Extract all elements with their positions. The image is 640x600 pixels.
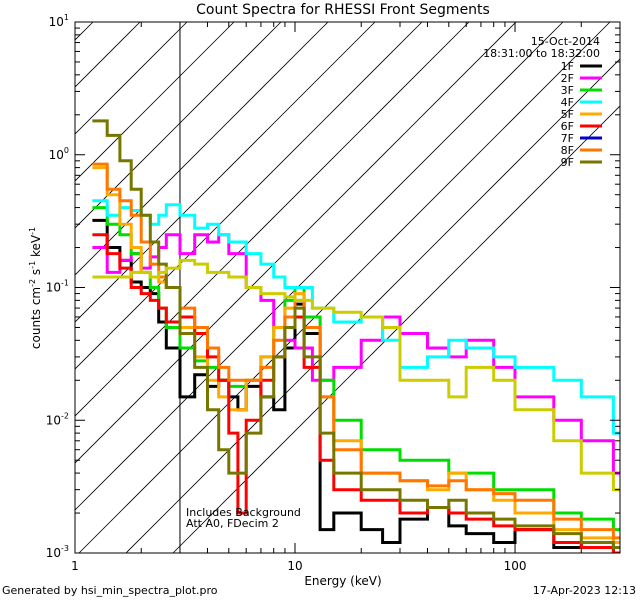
- time-range-label: 18:31:00 to 18:32:00: [483, 47, 600, 60]
- series-line-yellow-trace: [92, 258, 620, 492]
- hatch-line: [75, 22, 470, 417]
- generated-by-label: Generated by hsi_min_spectra_plot.pro: [2, 584, 218, 597]
- y-tick-exponent: 1: [64, 13, 69, 22]
- legend-label-7f: 7F: [561, 132, 574, 145]
- hatch-line: [78, 22, 611, 553]
- series-line-6f: [92, 233, 620, 553]
- legend-label-2f: 2F: [561, 72, 574, 85]
- y-tick-label: 101: [49, 13, 69, 29]
- y-tick-exponent: -1: [61, 279, 69, 288]
- attenuator-note: Att A0, FDecim 2: [186, 517, 279, 530]
- hatch-line: [75, 22, 235, 182]
- date-label: 15-Oct-2014: [531, 35, 600, 48]
- y-tick-base: 10: [49, 148, 64, 162]
- hatch-line: [75, 22, 188, 135]
- legend-label-1f: 1F: [561, 60, 574, 73]
- y-tick-label: 10-3: [46, 544, 69, 560]
- legend-label-8f: 8F: [561, 144, 574, 157]
- hatch-line: [125, 58, 620, 553]
- y-tick-base: 10: [49, 15, 64, 29]
- generated-date-label: 17-Apr-2023 12:13: [532, 584, 636, 597]
- legend-label-6f: 6F: [561, 120, 574, 133]
- hatch-line: [75, 22, 329, 276]
- y-tick-label: 100: [49, 146, 69, 162]
- y-tick-exponent: -2: [61, 411, 69, 420]
- chart-title: Count Spectra for RHESSI Front Segments: [196, 2, 490, 18]
- y-tick-exponent: 0: [64, 146, 69, 155]
- hatch-line: [75, 22, 376, 323]
- hatch-line: [75, 22, 282, 229]
- y-axis-label-main: counts cm: [29, 287, 43, 349]
- y-tick-label: 10-1: [46, 279, 69, 295]
- legend-label-5f: 5F: [561, 108, 574, 121]
- hatch-line: [75, 22, 141, 88]
- y-tick-exponent: -3: [61, 544, 69, 553]
- x-tick-label: 1: [71, 559, 79, 573]
- series-line-2f: [92, 233, 620, 475]
- legend-label-4f: 4F: [561, 96, 574, 109]
- y-tick-base: 10: [46, 413, 61, 427]
- y-tick-base: 10: [46, 546, 61, 560]
- y-axis-label-mid: s: [29, 269, 43, 279]
- legend-label-3f: 3F: [561, 84, 574, 97]
- series-layer: [92, 119, 620, 553]
- series-line-1f: [92, 218, 620, 553]
- x-axis-label: Energy (keV): [304, 574, 381, 588]
- background-note: Includes Background: [186, 506, 301, 519]
- x-tick-label: 100: [504, 559, 527, 573]
- x-tick-label: 10: [287, 559, 302, 573]
- y-axis-label-sup3: -1: [28, 227, 37, 235]
- series-line-9f: [92, 119, 620, 549]
- series-line-5f: [92, 166, 620, 544]
- series-line-8f: [92, 162, 620, 540]
- y-tick-base: 10: [46, 281, 61, 295]
- y-tick-label: 10-2: [46, 411, 69, 427]
- hatch-line: [172, 105, 620, 553]
- y-axis-label-end: keV: [29, 234, 43, 261]
- y-axis-label-sup2: -1: [28, 261, 37, 269]
- y-axis-label-sup1: -2: [28, 279, 37, 287]
- y-axis-label: counts cm-2 s-1 keV-1: [28, 227, 43, 349]
- legend-label-9f: 9F: [561, 156, 574, 169]
